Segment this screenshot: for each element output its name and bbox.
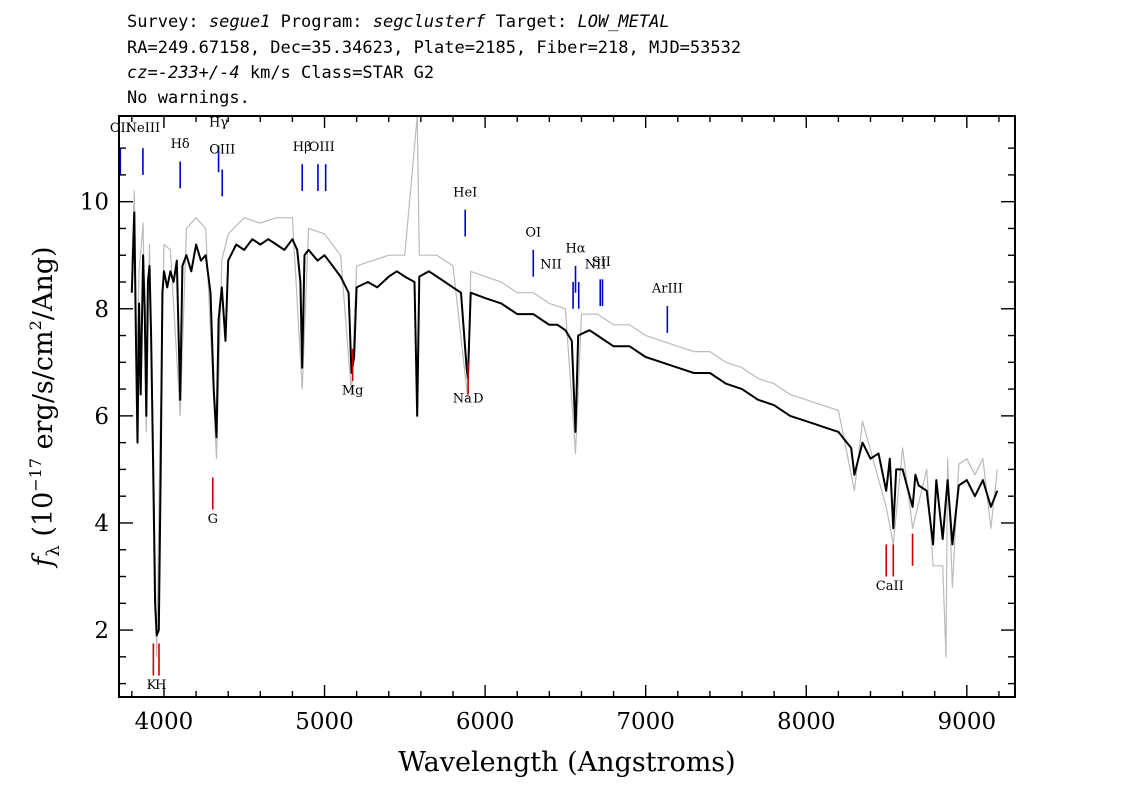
plot-frame	[118, 115, 1016, 698]
y-axis-title-a: (10	[28, 492, 59, 545]
cz-value: -233+/-4	[157, 63, 240, 83]
x-tick-label: 7000	[616, 709, 675, 735]
y-axis-title: fλ (10−17 erg/s/cm2/Ang)	[26, 246, 64, 568]
x-axis-title: Wavelength (Angstroms)	[398, 747, 735, 778]
line-label-hei: HeI	[453, 185, 477, 200]
axis-ticks: 4000 5000 6000 7000 8000 9000 2 4 6 8 10	[80, 116, 1015, 735]
cz-label: cz=	[127, 63, 158, 83]
y-tick-label: 4	[94, 511, 109, 537]
line-label-g: G	[208, 512, 218, 527]
line-label-oii: OII	[110, 121, 131, 136]
survey-label: Survey:	[127, 12, 199, 32]
line-markers	[119, 145, 914, 676]
line-label-mg: Mg	[342, 383, 364, 398]
survey-value: segue1	[208, 12, 271, 32]
x-tick-label: 6000	[456, 709, 515, 735]
line-label-hβ: Hβ	[293, 140, 312, 155]
header-line-2: RA=249.67158, Dec=35.34623, Plate=2185, …	[127, 38, 742, 58]
y-axis-title-sub: λ	[43, 545, 64, 556]
y-tick-label: 2	[94, 618, 109, 644]
line-label-hα: Hα	[565, 242, 585, 257]
line-label-k: K	[147, 678, 157, 693]
line-label-nii: NII	[585, 258, 607, 273]
header-line-3: cz=-233+/-4 km/s Class=STAR G2	[127, 63, 434, 83]
header-line-4: No warnings.	[127, 88, 250, 108]
error-series	[131, 115, 998, 658]
error-line	[131, 115, 998, 658]
flux-series	[130, 211, 999, 637]
y-axis-title-exp2: 2	[26, 320, 45, 330]
line-label-d: D	[473, 391, 483, 406]
program-label: Program:	[280, 12, 363, 32]
line-label-hγ: Hγ	[209, 116, 228, 131]
program-value: segclusterf	[372, 12, 486, 32]
y-axis-title-c: /Ang)	[28, 246, 59, 320]
target-value: LOW_METAL	[577, 12, 670, 32]
line-label-oi: OI	[525, 225, 541, 240]
line-label-nii: NII	[540, 258, 562, 273]
header-line-1: Survey: segue1 Program: segclusterf Targ…	[127, 12, 670, 32]
x-tick-label: 5000	[295, 709, 354, 735]
y-axis-title-exp: −17	[26, 458, 45, 492]
target-label: Target:	[495, 12, 568, 32]
line-label-hδ: Hδ	[171, 137, 190, 152]
line-label-neiii: NeIII	[126, 121, 160, 136]
x-tick-label: 8000	[777, 709, 836, 735]
cz-rest: km/s Class=STAR G2	[239, 63, 435, 83]
flux-line	[130, 211, 999, 637]
line-label-na: Na	[453, 391, 472, 406]
y-axis-title-b: erg/s/cm	[28, 330, 59, 458]
x-tick-label: 4000	[135, 709, 194, 735]
y-axis-title-f: f	[28, 553, 59, 569]
line-label-ariii: ArIII	[651, 282, 683, 297]
line-label-oiii: OIII	[309, 140, 335, 155]
x-tick-label: 9000	[938, 709, 997, 735]
line-label-h: H	[155, 678, 166, 693]
y-tick-label: 10	[80, 190, 109, 216]
line-label-oiii: OIII	[209, 142, 235, 157]
y-tick-label: 6	[94, 404, 109, 430]
line-label-sii: SII	[592, 255, 611, 270]
y-tick-label: 8	[94, 297, 109, 323]
line-label-caii: CaII	[876, 579, 904, 594]
